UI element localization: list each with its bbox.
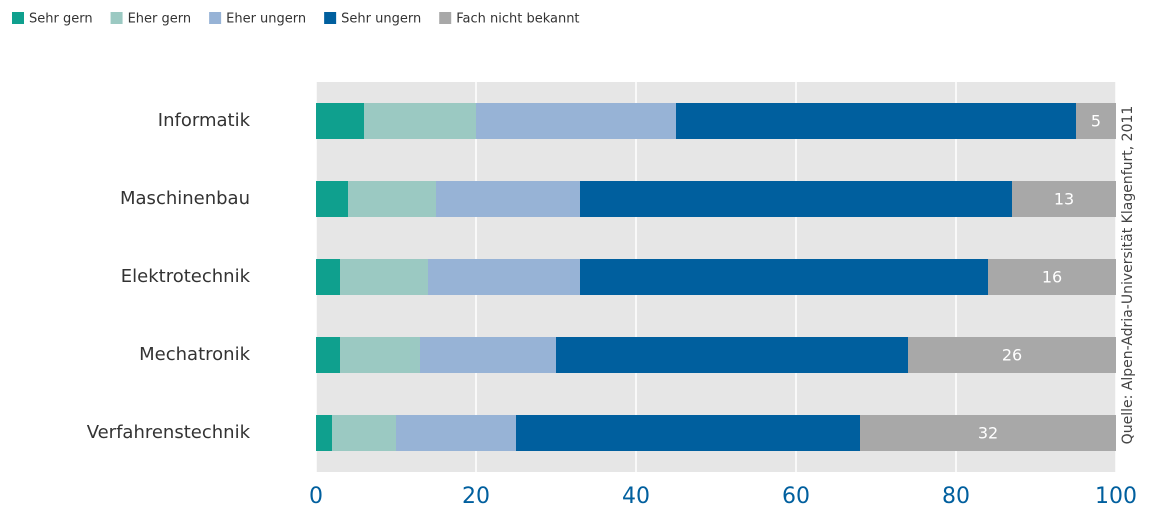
legend-swatch — [110, 12, 123, 24]
x-tick-label: 0 — [309, 484, 323, 509]
bar-segment — [316, 103, 364, 139]
bar-segment — [348, 181, 436, 217]
data-label: 16 — [1042, 268, 1062, 287]
legend-swatch — [439, 12, 452, 24]
bar-segment — [316, 259, 340, 295]
y-tick-label: Elektrotechnik — [121, 266, 251, 287]
data-label: 32 — [978, 424, 998, 443]
bar-segment — [1076, 103, 1116, 139]
bar-segment — [908, 337, 1116, 373]
legend-label: Eher ungern — [226, 12, 306, 27]
legend-label: Eher gern — [128, 12, 192, 27]
bar-segment — [860, 415, 1116, 451]
y-tick-label: Maschinenbau — [120, 188, 250, 209]
data-label: 13 — [1054, 190, 1074, 209]
legend-swatch — [324, 12, 337, 24]
x-tick-label: 80 — [942, 484, 970, 509]
bar-segment — [580, 259, 988, 295]
data-label: 5 — [1091, 112, 1101, 131]
bar-segment — [988, 259, 1116, 295]
y-tick-label: Verfahrenstechnik — [87, 422, 251, 443]
bar-segment — [516, 415, 860, 451]
bar-segment — [316, 337, 340, 373]
legend-swatch — [12, 12, 24, 24]
legend-swatch — [209, 12, 222, 24]
bar-segment — [316, 181, 348, 217]
source: Quelle: Alpen-Adria-Universität Klagenfu… — [1120, 106, 1136, 445]
bar-segment — [580, 181, 1012, 217]
x-tick-label: 100 — [1095, 484, 1137, 509]
y-tick-label: Informatik — [158, 110, 251, 131]
bar-segment — [396, 415, 516, 451]
bar-segment — [436, 181, 580, 217]
bar-segment — [676, 103, 1076, 139]
bar-segment — [316, 415, 332, 451]
y-tick-label: Mechatronik — [139, 344, 250, 365]
bar-segment — [332, 415, 396, 451]
bar-segment — [340, 337, 420, 373]
legend-label: Fach nicht bekannt — [456, 12, 579, 27]
bar-segment — [420, 337, 556, 373]
data-label: 26 — [1002, 346, 1022, 365]
x-tick-label: 60 — [782, 484, 810, 509]
bar-segment — [476, 103, 676, 139]
legend-label: Sehr gern — [29, 12, 93, 27]
bar-segment — [556, 337, 908, 373]
bar-segment — [364, 103, 476, 139]
x-tick-label: 20 — [462, 484, 490, 509]
bar-segment — [340, 259, 428, 295]
x-tick-label: 40 — [622, 484, 650, 509]
bar-segment — [1012, 181, 1116, 217]
bar-segment — [428, 259, 580, 295]
legend-label: Sehr ungern — [341, 12, 421, 27]
